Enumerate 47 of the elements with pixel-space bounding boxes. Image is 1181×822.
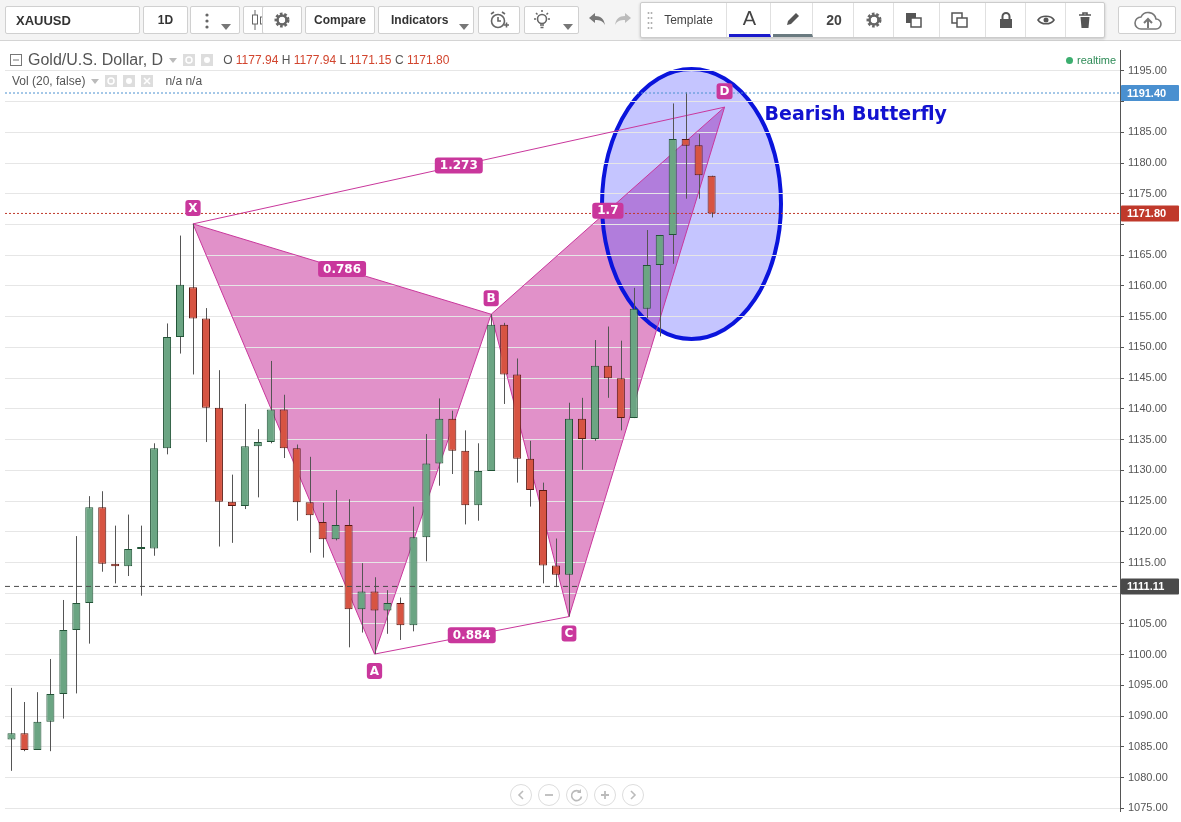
data-label: X: [188, 200, 199, 215]
text: 20: [815, 3, 854, 37]
annotation: 0.884: [452, 627, 491, 642]
annotation: Vol (20, false): [12, 74, 86, 88]
data-label: B: [486, 290, 496, 305]
annotation: 1.273: [439, 158, 478, 173]
annotation: Bearish Butterfly: [764, 102, 948, 125]
data-label: C: [564, 626, 574, 641]
y-tick-label: 1145.00: [1128, 371, 1167, 384]
ref-line-label: 1111.11: [1127, 579, 1165, 592]
annotation: realtime: [1077, 54, 1117, 66]
y-tick-label: 1075.00: [1128, 801, 1168, 814]
y-tick-label: 1100.00: [1128, 647, 1167, 660]
chart-title: Gold/U.S. Dollar, D: [28, 51, 164, 69]
text: 1D: [143, 6, 188, 34]
y-tick-label: 1130.00: [1128, 463, 1167, 476]
text: A: [729, 3, 771, 37]
chart-subtitle: O 1177.94 H 1177.94 L 1171.15 C 1171.80: [223, 53, 450, 67]
annotation: n/a n/a: [165, 74, 203, 88]
y-tick-label: 1095.00: [1128, 678, 1168, 691]
y-tick-label: 1135.00: [1128, 432, 1167, 445]
y-tick-label: 1085.00: [1128, 739, 1168, 752]
ref-line-label: 1171.80: [1127, 206, 1167, 219]
annotation: 0.786: [323, 261, 362, 276]
ref-line-label: 1191.40: [1127, 86, 1167, 99]
y-tick-label: 1080.00: [1128, 770, 1168, 783]
text: XAUUSD: [5, 6, 140, 34]
annotation: 1.7: [597, 203, 619, 218]
y-tick-label: 1125.00: [1128, 494, 1167, 507]
y-tick-label: 1160.00: [1128, 279, 1167, 291]
y-tick-label: 1155.00: [1128, 309, 1167, 322]
y-tick-label: 1105.00: [1128, 617, 1167, 629]
y-tick-label: 1140.00: [1128, 401, 1167, 414]
y-tick-label: 1180.00: [1128, 156, 1167, 169]
y-tick-label: 1185.00: [1128, 125, 1167, 138]
y-tick-label: 1195.00: [1128, 63, 1167, 76]
data-label: D: [719, 83, 730, 98]
text: Indicators: [378, 6, 474, 34]
y-tick-label: 1165.00: [1128, 248, 1167, 261]
y-tick-label: 1175.00: [1128, 186, 1167, 199]
text: Template: [659, 3, 727, 37]
y-tick-label: 1120.00: [1128, 524, 1167, 537]
y-tick-label: 1115.00: [1128, 555, 1167, 568]
y-tick-label: 1090.00: [1128, 709, 1168, 722]
y-tick-label: 1150.00: [1128, 340, 1167, 353]
data-label: A: [369, 663, 380, 678]
text: Compare: [305, 6, 375, 34]
